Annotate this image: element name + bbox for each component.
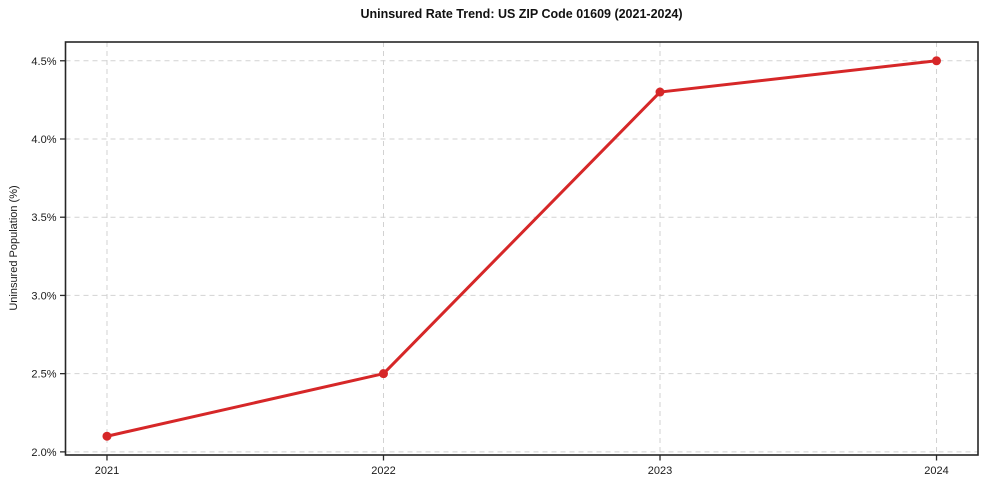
plot-border <box>64 41 979 456</box>
data-point <box>932 56 942 66</box>
y-tick-label: 3.0% <box>31 290 56 302</box>
x-tick-label: 2022 <box>371 465 395 477</box>
y-tick-label: 4.5% <box>31 56 56 68</box>
x-tick-label: 2023 <box>648 465 672 477</box>
chart-title: Uninsured Rate Trend: US ZIP Code 01609 … <box>360 7 683 21</box>
y-tick-label: 3.5% <box>31 212 56 224</box>
data-point <box>378 369 388 379</box>
y-tick-label: 2.0% <box>31 447 56 459</box>
y-tick-label: 4.0% <box>31 134 56 146</box>
x-tick-label: 2024 <box>924 465 948 477</box>
trend-line <box>105 59 939 438</box>
data-point <box>655 87 665 97</box>
x-tick-label: 2021 <box>95 465 119 477</box>
data-point <box>102 431 112 441</box>
y-tick-label: 2.5% <box>31 369 56 381</box>
